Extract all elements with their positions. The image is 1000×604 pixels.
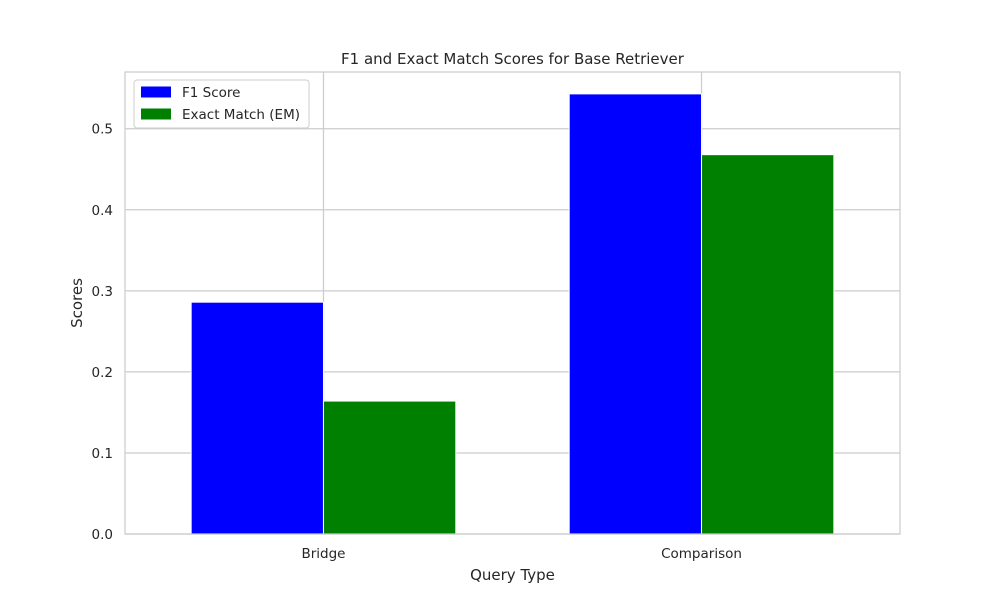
plot-frame	[124, 71, 901, 535]
bar-exact-match-em-comparison	[701, 154, 835, 535]
x-tick-label: Comparison	[661, 546, 742, 562]
legend-label: Exact Match (EM)	[182, 107, 300, 123]
y-tick-label: 0.5	[92, 122, 113, 138]
chart-title: F1 and Exact Match Scores for Base Retri…	[341, 50, 685, 68]
y-tick-label: 0.2	[92, 365, 113, 381]
y-tick-label: 0.0	[92, 527, 113, 543]
y-tick-label: 0.4	[92, 203, 113, 219]
y-axis-label: Scores	[68, 278, 86, 328]
legend-box	[133, 79, 310, 129]
legend-items: F1 Score Exact Match (EM)	[141, 85, 300, 123]
ticks-layer: 0.0 0.1 0.2 0.3 0.4 0.5 Bridge Comparison	[92, 122, 742, 562]
y-tick-label: 0.1	[92, 446, 113, 462]
legend-swatch	[141, 108, 171, 120]
bars-layer	[190, 93, 835, 535]
x-axis-label: Query Type	[470, 566, 555, 584]
legend: F1 Score Exact Match (EM)	[133, 79, 310, 129]
legend-label: F1 Score	[182, 85, 240, 101]
legend-swatch	[141, 86, 171, 98]
x-tick-label: Bridge	[301, 546, 345, 562]
bar-exact-match-em-bridge	[322, 400, 457, 535]
bar-f1-score-bridge	[190, 301, 324, 535]
y-tick-label: 0.3	[92, 284, 113, 300]
bar-f1-score-comparison	[568, 93, 703, 535]
